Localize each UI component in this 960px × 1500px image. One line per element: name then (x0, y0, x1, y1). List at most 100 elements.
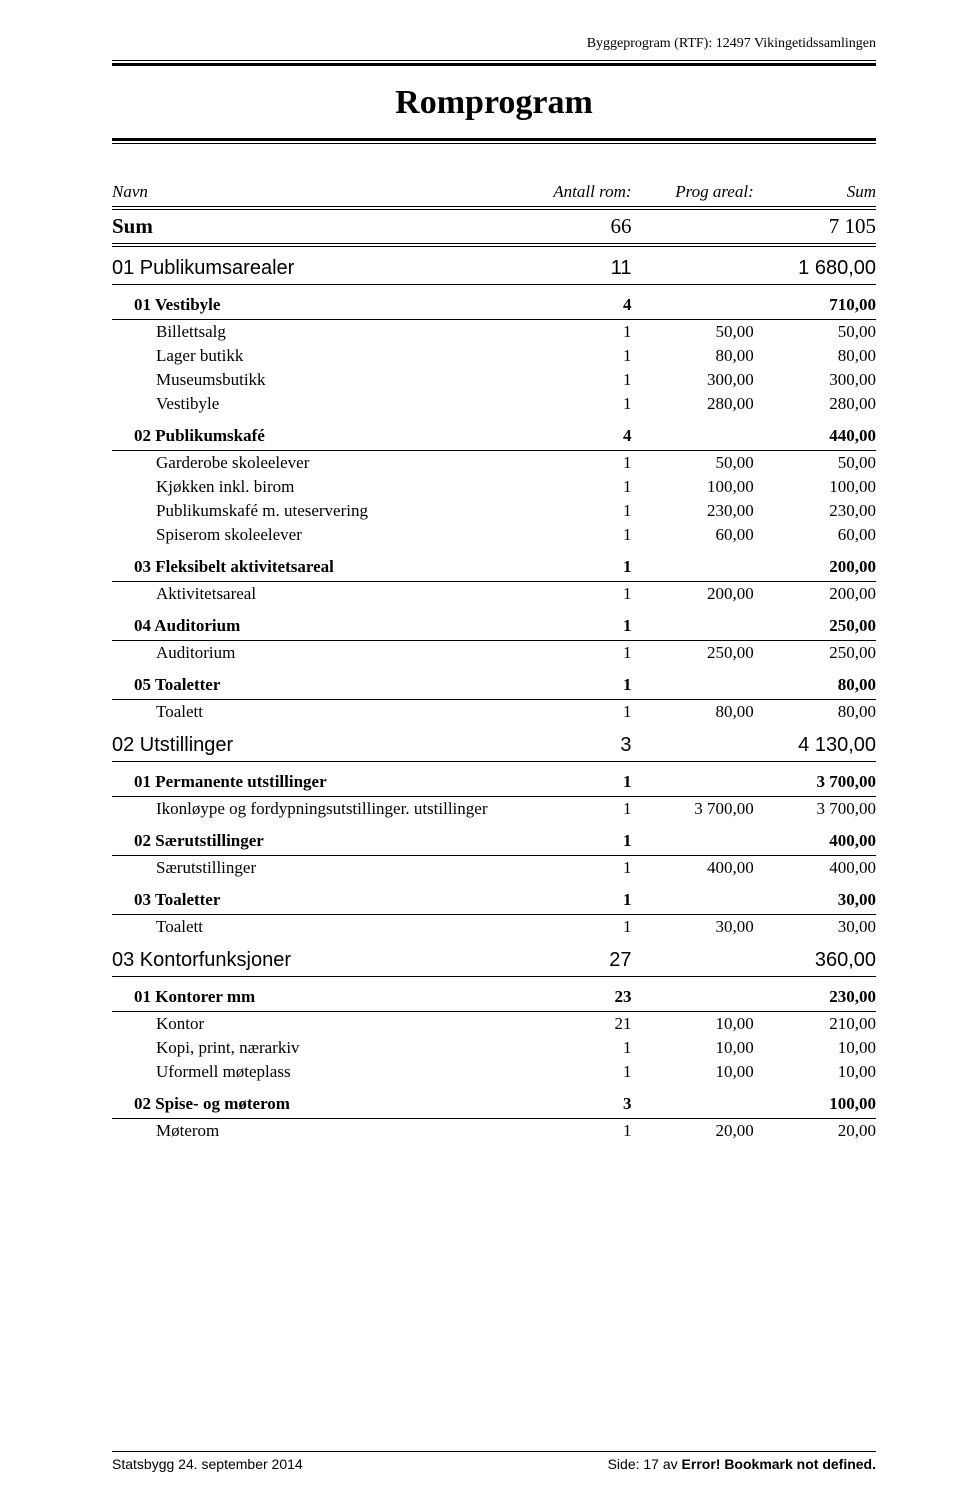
row-count: 1 (540, 606, 632, 641)
table-header-row: NavnAntall rom:Prog areal:Sum (112, 180, 876, 208)
row-count: 1 (540, 451, 632, 476)
sum-area (632, 208, 754, 245)
table-row: Auditorium1250,00250,00 (112, 641, 876, 666)
row-area: 200,00 (632, 582, 754, 607)
row-name: Møterom (112, 1119, 540, 1144)
title-rule-thin (112, 143, 876, 144)
title-rule-thick (112, 138, 876, 141)
row-sum: 50,00 (754, 451, 876, 476)
row-area (632, 665, 754, 700)
table-row: Kopi, print, nærarkiv110,0010,00 (112, 1036, 876, 1060)
row-sum: 360,00 (754, 939, 876, 977)
row-count: 1 (540, 665, 632, 700)
footer-left: Statsbygg 24. september 2014 (112, 1456, 303, 1472)
col-header-area: Prog areal: (632, 180, 754, 208)
row-area: 300,00 (632, 368, 754, 392)
table-row: Kontor2110,00210,00 (112, 1012, 876, 1037)
row-count: 23 (540, 977, 632, 1012)
row-count: 1 (540, 821, 632, 856)
header-right: Byggeprogram (RTF): 12497 Vikingetidssam… (112, 36, 876, 52)
row-sum: 30,00 (754, 880, 876, 915)
row-name: 02 Publikumskafé (112, 416, 540, 451)
col-header-count: Antall rom: (540, 180, 632, 208)
row-area: 400,00 (632, 856, 754, 881)
row-sum: 100,00 (754, 1084, 876, 1119)
row-sum: 50,00 (754, 320, 876, 345)
row-sum: 20,00 (754, 1119, 876, 1144)
row-area (632, 416, 754, 451)
footer-right-error: Error! Bookmark not defined. (682, 1456, 876, 1472)
row-area: 280,00 (632, 392, 754, 416)
table-row: Museumsbutikk1300,00300,00 (112, 368, 876, 392)
row-area: 230,00 (632, 499, 754, 523)
row-name: Særutstillinger (112, 856, 540, 881)
row-count: 3 (540, 724, 632, 762)
row-area: 60,00 (632, 523, 754, 547)
row-count: 1 (540, 320, 632, 345)
table-row: 01 Permanente utstillinger13 700,00 (112, 762, 876, 797)
row-name: Aktivitetsareal (112, 582, 540, 607)
table-row: Kjøkken inkl. birom1100,00100,00 (112, 475, 876, 499)
row-area: 80,00 (632, 344, 754, 368)
row-name: Kopi, print, nærarkiv (112, 1036, 540, 1060)
romprogram-table: NavnAntall rom:Prog areal:SumSum667 1050… (112, 180, 876, 1143)
table-row: Møterom120,0020,00 (112, 1119, 876, 1144)
row-sum: 10,00 (754, 1036, 876, 1060)
table-row: Spiserom skoleelever160,0060,00 (112, 523, 876, 547)
table-row: Publikumskafé m. uteservering1230,00230,… (112, 499, 876, 523)
row-name: Billettsalg (112, 320, 540, 345)
row-area: 10,00 (632, 1060, 754, 1084)
table-row: 02 Spise- og møterom3100,00 (112, 1084, 876, 1119)
row-area (632, 977, 754, 1012)
row-area (632, 880, 754, 915)
row-count: 1 (540, 344, 632, 368)
table-row: 02 Publikumskafé4440,00 (112, 416, 876, 451)
row-name: Uformell møteplass (112, 1060, 540, 1084)
row-count: 3 (540, 1084, 632, 1119)
table-row: Billettsalg150,0050,00 (112, 320, 876, 345)
col-header-name: Navn (112, 180, 540, 208)
row-area: 3 700,00 (632, 797, 754, 822)
row-sum: 400,00 (754, 821, 876, 856)
row-area (632, 285, 754, 320)
row-name: Publikumskafé m. uteservering (112, 499, 540, 523)
row-name: Toalett (112, 700, 540, 725)
col-header-sum: Sum (754, 180, 876, 208)
row-count: 1 (540, 915, 632, 940)
table-row: Toalett130,0030,00 (112, 915, 876, 940)
row-area: 50,00 (632, 451, 754, 476)
table-row: Vestibyle1280,00280,00 (112, 392, 876, 416)
row-count: 1 (540, 641, 632, 666)
row-area (632, 245, 754, 285)
table-row: 04 Auditorium1250,00 (112, 606, 876, 641)
row-count: 1 (540, 582, 632, 607)
row-area: 80,00 (632, 700, 754, 725)
table-row: Særutstillinger1400,00400,00 (112, 856, 876, 881)
row-count: 1 (540, 368, 632, 392)
row-sum: 280,00 (754, 392, 876, 416)
table-row: 03 Fleksibelt aktivitetsareal1200,00 (112, 547, 876, 582)
row-name: Vestibyle (112, 392, 540, 416)
row-name: Kjøkken inkl. birom (112, 475, 540, 499)
row-area: 100,00 (632, 475, 754, 499)
row-sum: 250,00 (754, 606, 876, 641)
row-name: 02 Særutstillinger (112, 821, 540, 856)
row-name: Kontor (112, 1012, 540, 1037)
footer-right: Side: 17 av Error! Bookmark not defined. (608, 1456, 876, 1472)
footer-right-prefix: Side: 17 av (608, 1456, 682, 1472)
sum-name: Sum (112, 208, 540, 245)
row-sum: 4 130,00 (754, 724, 876, 762)
row-count: 1 (540, 499, 632, 523)
row-count: 1 (540, 700, 632, 725)
row-area (632, 762, 754, 797)
table-row: 05 Toaletter180,00 (112, 665, 876, 700)
row-sum: 80,00 (754, 700, 876, 725)
row-sum: 400,00 (754, 856, 876, 881)
row-sum: 100,00 (754, 475, 876, 499)
row-count: 1 (540, 392, 632, 416)
row-sum: 710,00 (754, 285, 876, 320)
row-count: 4 (540, 416, 632, 451)
row-count: 1 (540, 797, 632, 822)
row-area: 30,00 (632, 915, 754, 940)
row-sum: 200,00 (754, 582, 876, 607)
